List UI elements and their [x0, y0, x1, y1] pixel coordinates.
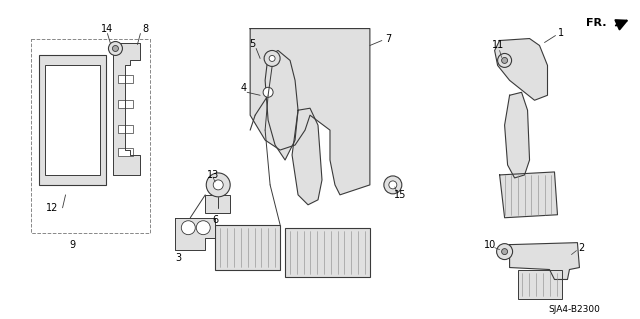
Text: 8: 8 [142, 24, 148, 33]
Circle shape [206, 173, 230, 197]
Polygon shape [265, 50, 298, 160]
Circle shape [108, 41, 122, 56]
Polygon shape [175, 218, 215, 249]
Polygon shape [250, 29, 370, 195]
Circle shape [389, 181, 397, 189]
Bar [205, 195, 230, 213]
Text: 5: 5 [249, 39, 255, 48]
Bar [285, 228, 370, 278]
Text: 13: 13 [207, 170, 220, 180]
Polygon shape [500, 172, 557, 218]
Circle shape [497, 244, 513, 260]
Polygon shape [509, 243, 579, 279]
Circle shape [498, 54, 511, 67]
Bar [45, 65, 100, 175]
Polygon shape [292, 108, 322, 205]
Circle shape [264, 50, 280, 66]
Text: 9: 9 [70, 240, 76, 250]
Bar [31, 39, 150, 233]
Polygon shape [504, 92, 529, 178]
Text: SJA4-B2300: SJA4-B2300 [548, 305, 600, 314]
Text: 10: 10 [483, 240, 496, 250]
Polygon shape [495, 39, 547, 100]
Bar [38, 56, 106, 185]
Text: 7: 7 [385, 33, 391, 43]
Text: 15: 15 [394, 190, 406, 200]
Text: 4: 4 [240, 83, 246, 93]
Circle shape [263, 87, 273, 97]
Text: 2: 2 [579, 243, 584, 253]
Bar [118, 148, 133, 156]
Circle shape [113, 46, 118, 51]
Circle shape [196, 221, 210, 235]
Polygon shape [113, 42, 140, 175]
Bar [118, 75, 133, 83]
Text: 1: 1 [559, 27, 564, 38]
Circle shape [384, 176, 402, 194]
Bar [118, 100, 133, 108]
Text: 3: 3 [175, 253, 181, 263]
Text: 14: 14 [101, 24, 113, 33]
Bar [215, 225, 280, 270]
Bar [118, 125, 133, 133]
Circle shape [181, 221, 195, 235]
Circle shape [502, 57, 508, 63]
Text: 11: 11 [492, 41, 504, 50]
Text: 6: 6 [212, 215, 218, 225]
Bar [518, 270, 563, 300]
Circle shape [269, 56, 275, 62]
Circle shape [502, 249, 508, 255]
Text: 12: 12 [46, 203, 59, 213]
Circle shape [213, 180, 223, 190]
Text: FR.: FR. [586, 18, 607, 28]
